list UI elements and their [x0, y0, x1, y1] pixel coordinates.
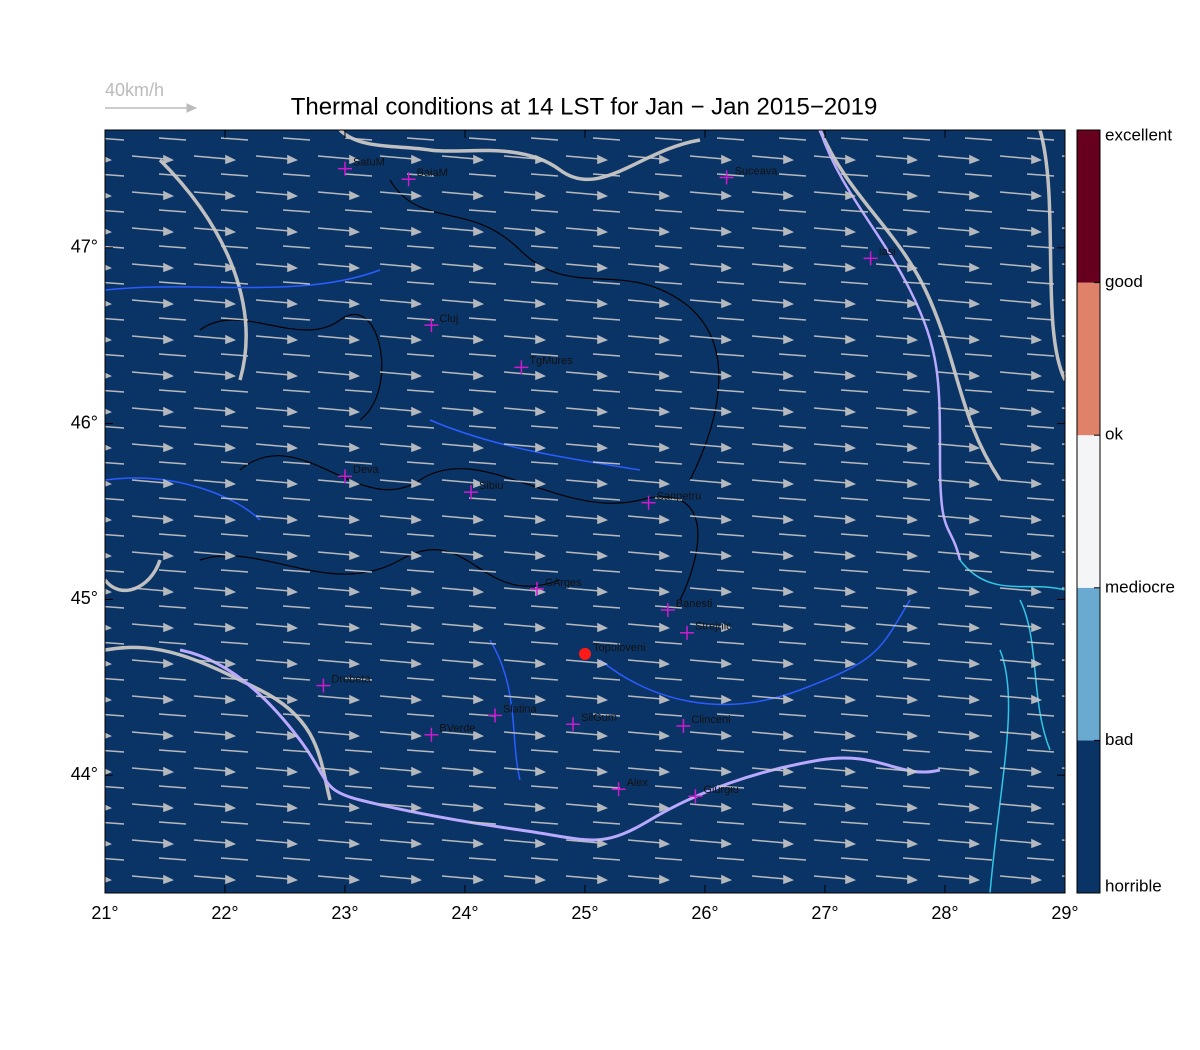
city-marker	[316, 678, 331, 693]
city-label: Strejnic	[695, 621, 732, 633]
y-tick-label: 46°	[71, 412, 98, 432]
wind-vectors	[105, 130, 1065, 893]
city-marker	[424, 318, 439, 333]
city-label: SilGum	[581, 712, 617, 724]
city-label: Suceava	[735, 165, 779, 177]
city-marker	[676, 718, 691, 733]
colorbar-segment	[1077, 740, 1100, 893]
city-marker	[641, 495, 656, 510]
city-label: Alex	[627, 777, 649, 789]
wind-legend-arrow	[105, 103, 198, 113]
colorbar-segment	[1077, 130, 1100, 283]
x-tick-label: 28°	[931, 903, 958, 923]
title: Thermal conditions at 14 LST for Jan − J…	[291, 93, 878, 120]
city-marker	[680, 625, 694, 640]
city-marker	[464, 485, 478, 500]
city-label: BVerde	[439, 723, 475, 735]
city-marker	[660, 602, 675, 617]
wind-legend-label: 40km/h	[105, 80, 164, 100]
city-label: Drobeta	[331, 673, 371, 685]
city-marker	[688, 789, 703, 804]
city-marker	[719, 170, 734, 185]
colorbar-label: excellent	[1105, 125, 1172, 144]
colorbar-segment	[1077, 435, 1100, 588]
city-marker	[530, 581, 544, 596]
city-label: CArges	[545, 577, 582, 589]
city-marker	[338, 161, 352, 176]
colorbar-label: good	[1105, 272, 1143, 291]
city-marker	[338, 469, 352, 484]
city-label: Clinceni	[691, 714, 730, 726]
x-tick-label: 23°	[331, 903, 358, 923]
city-label: Giurgiu	[703, 784, 738, 796]
city-label: Slatina	[503, 703, 538, 715]
city-marker	[488, 708, 502, 723]
y-tick-label: 47°	[71, 237, 98, 257]
x-tick-label: 22°	[211, 903, 238, 923]
colorbar-label: bad	[1105, 730, 1133, 749]
colorbar-segment	[1077, 282, 1100, 436]
x-tick-label: 26°	[691, 903, 718, 923]
city-label: Banesti	[676, 598, 713, 610]
x-tick-label: 27°	[811, 903, 838, 923]
city-marker	[863, 251, 878, 266]
city-label: Sanpetru	[657, 491, 702, 503]
colorbar-label: ok	[1105, 425, 1123, 444]
colorbar-label: mediocre	[1105, 577, 1175, 596]
city-label: Topoloveni	[593, 642, 646, 654]
colorbar-label: horrible	[1105, 876, 1162, 895]
city-marker	[514, 360, 529, 375]
city-label: BaiaM	[417, 167, 448, 179]
colorbar-frame	[1076, 129, 1101, 894]
city-label: Cluj	[439, 313, 458, 325]
colorbar-segment	[1077, 587, 1100, 741]
city-marker	[401, 172, 416, 187]
city-marker	[579, 647, 591, 660]
city-label: Sibiu	[479, 480, 503, 492]
city-marker	[424, 727, 439, 742]
city-marker	[566, 717, 580, 732]
city-label: TgMures	[529, 355, 573, 367]
x-tick-label: 25°	[571, 903, 598, 923]
city-marker	[611, 782, 626, 797]
city-label: Deva	[353, 464, 380, 476]
y-tick-label: 44°	[71, 764, 98, 784]
y-tick-label: 45°	[71, 588, 98, 608]
city-label: SatuM	[353, 157, 385, 169]
x-tick-label: 24°	[451, 903, 478, 923]
x-tick-label: 29°	[1051, 903, 1078, 923]
city-label: Iasi	[879, 246, 896, 258]
x-tick-label: 21°	[91, 903, 118, 923]
